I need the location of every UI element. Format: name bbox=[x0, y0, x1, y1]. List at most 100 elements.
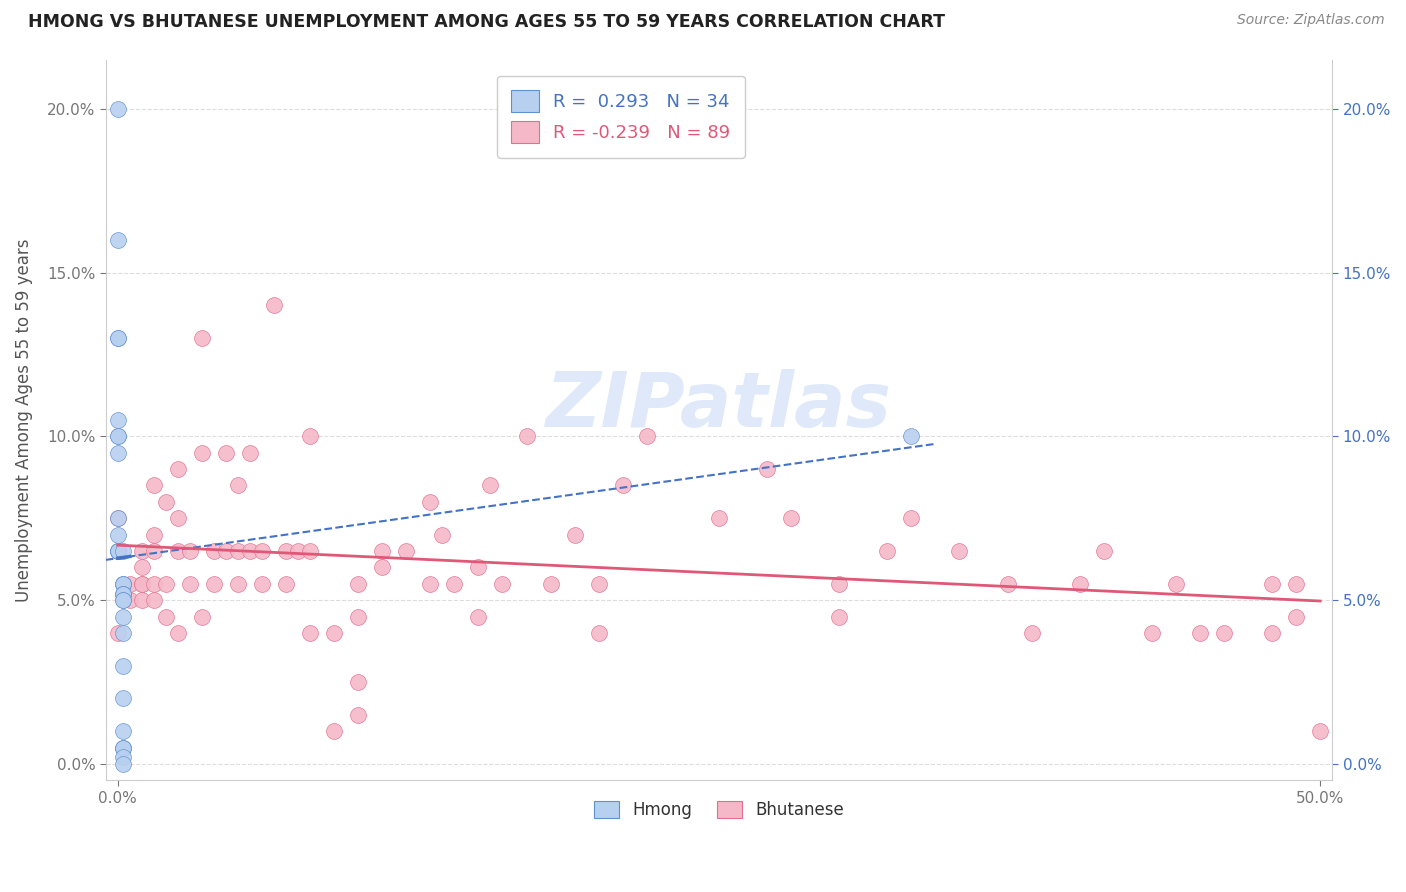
Point bbox=[997, 576, 1019, 591]
Point bbox=[226, 576, 249, 591]
Point bbox=[1188, 626, 1211, 640]
Point bbox=[107, 102, 129, 116]
Point bbox=[419, 576, 441, 591]
Point bbox=[118, 576, 141, 591]
Point bbox=[107, 429, 129, 443]
Point bbox=[1140, 626, 1163, 640]
Point bbox=[371, 560, 394, 574]
Point bbox=[707, 511, 730, 525]
Point bbox=[1213, 626, 1236, 640]
Point bbox=[155, 609, 177, 624]
Point bbox=[107, 233, 129, 247]
Point bbox=[828, 609, 851, 624]
Point bbox=[111, 586, 134, 600]
Point bbox=[347, 707, 370, 722]
Point bbox=[274, 544, 297, 558]
Point bbox=[107, 626, 129, 640]
Point bbox=[226, 544, 249, 558]
Point bbox=[111, 691, 134, 706]
Point bbox=[155, 576, 177, 591]
Point bbox=[107, 446, 129, 460]
Point bbox=[179, 544, 201, 558]
Point bbox=[111, 576, 134, 591]
Point bbox=[900, 511, 922, 525]
Point bbox=[107, 544, 129, 558]
Point bbox=[142, 544, 165, 558]
Point bbox=[107, 413, 129, 427]
Point bbox=[111, 544, 134, 558]
Point bbox=[166, 626, 188, 640]
Point bbox=[107, 544, 129, 558]
Point bbox=[432, 527, 454, 541]
Point bbox=[588, 626, 610, 640]
Point bbox=[263, 298, 285, 312]
Point bbox=[274, 576, 297, 591]
Point bbox=[111, 658, 134, 673]
Point bbox=[179, 576, 201, 591]
Point bbox=[107, 511, 129, 525]
Point bbox=[1164, 576, 1187, 591]
Point bbox=[347, 576, 370, 591]
Point bbox=[131, 560, 153, 574]
Point bbox=[202, 576, 225, 591]
Point bbox=[111, 576, 134, 591]
Point bbox=[323, 626, 346, 640]
Point bbox=[131, 544, 153, 558]
Point bbox=[107, 511, 129, 525]
Point bbox=[1261, 626, 1284, 640]
Point bbox=[107, 331, 129, 345]
Point bbox=[1092, 544, 1115, 558]
Point bbox=[191, 331, 214, 345]
Point bbox=[250, 576, 273, 591]
Point bbox=[299, 429, 322, 443]
Point bbox=[142, 576, 165, 591]
Point bbox=[111, 593, 134, 607]
Point bbox=[948, 544, 970, 558]
Point bbox=[299, 544, 322, 558]
Point bbox=[876, 544, 898, 558]
Point bbox=[111, 724, 134, 739]
Point bbox=[347, 675, 370, 690]
Point bbox=[612, 478, 634, 492]
Point bbox=[111, 756, 134, 771]
Point bbox=[111, 740, 134, 755]
Point bbox=[111, 750, 134, 764]
Point bbox=[756, 462, 779, 476]
Point bbox=[131, 576, 153, 591]
Point bbox=[395, 544, 418, 558]
Point bbox=[1309, 724, 1331, 739]
Point bbox=[131, 593, 153, 607]
Point bbox=[588, 576, 610, 591]
Point bbox=[202, 544, 225, 558]
Point bbox=[118, 593, 141, 607]
Point bbox=[191, 446, 214, 460]
Point bbox=[142, 593, 165, 607]
Point bbox=[443, 576, 465, 591]
Point bbox=[111, 740, 134, 755]
Point bbox=[250, 544, 273, 558]
Point bbox=[107, 331, 129, 345]
Point bbox=[111, 586, 134, 600]
Point bbox=[166, 544, 188, 558]
Point bbox=[191, 609, 214, 624]
Point bbox=[491, 576, 513, 591]
Point bbox=[111, 626, 134, 640]
Point bbox=[111, 740, 134, 755]
Point bbox=[323, 724, 346, 739]
Point bbox=[107, 429, 129, 443]
Point bbox=[636, 429, 658, 443]
Point bbox=[111, 593, 134, 607]
Point bbox=[166, 462, 188, 476]
Point bbox=[215, 544, 238, 558]
Point bbox=[1285, 576, 1308, 591]
Point bbox=[1069, 576, 1091, 591]
Point bbox=[347, 609, 370, 624]
Point bbox=[900, 429, 922, 443]
Point bbox=[780, 511, 803, 525]
Point bbox=[239, 446, 262, 460]
Text: ZIPatlas: ZIPatlas bbox=[546, 368, 891, 442]
Point bbox=[516, 429, 538, 443]
Point bbox=[107, 544, 129, 558]
Text: HMONG VS BHUTANESE UNEMPLOYMENT AMONG AGES 55 TO 59 YEARS CORRELATION CHART: HMONG VS BHUTANESE UNEMPLOYMENT AMONG AG… bbox=[28, 13, 945, 31]
Point bbox=[479, 478, 502, 492]
